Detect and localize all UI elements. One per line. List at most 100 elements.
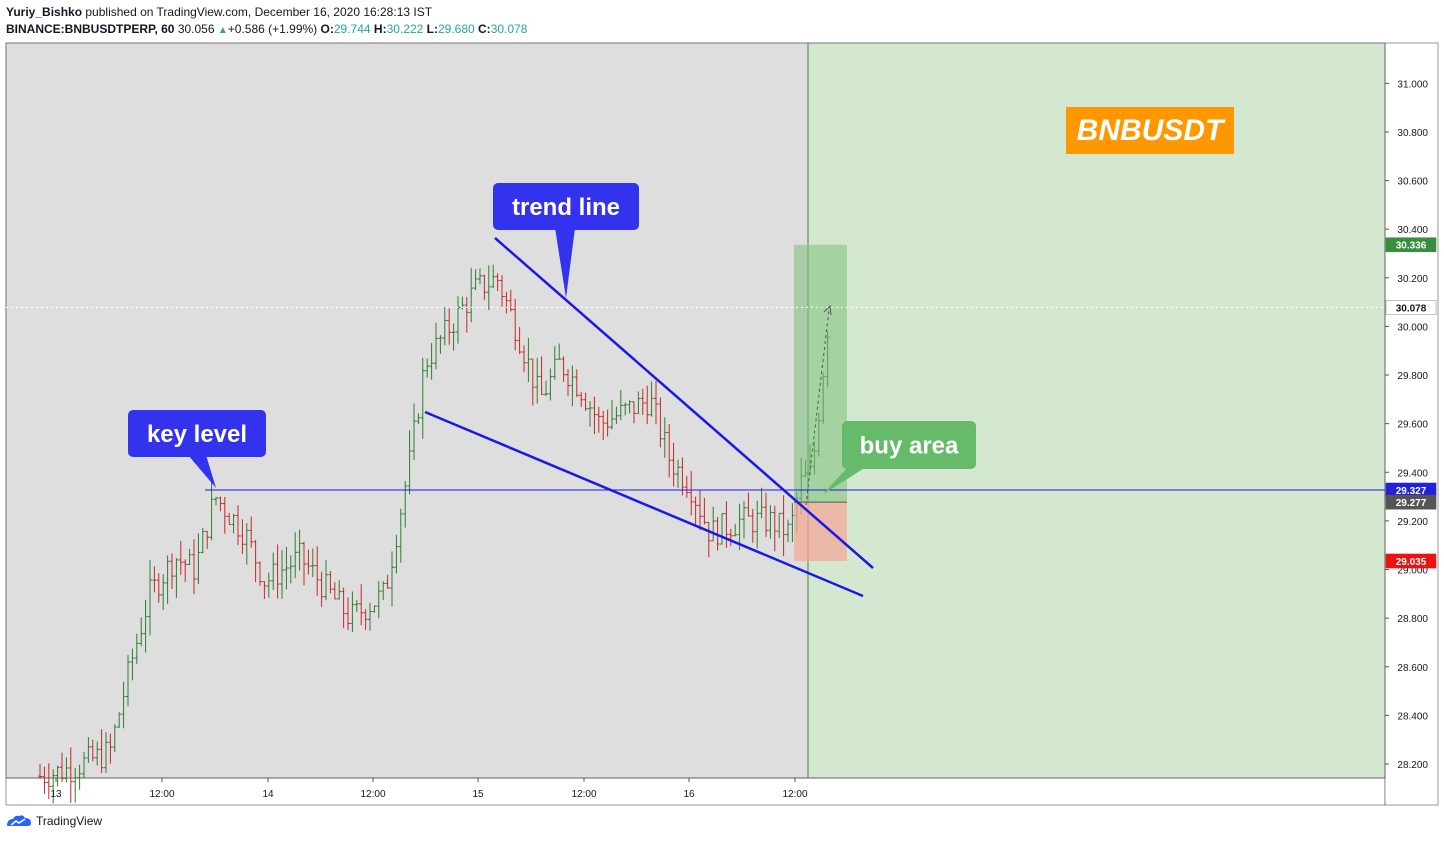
ohlc-bar (187, 548, 192, 565)
ohlc-bar (702, 497, 707, 525)
ohlc-bar (112, 723, 117, 753)
ohlc-bar (90, 739, 95, 762)
ohlc-bar (319, 571, 324, 607)
ohlc-bar (86, 737, 91, 763)
ohlc-bar (341, 587, 346, 628)
low-value: 29.680 (437, 22, 475, 36)
ohlc-bar (222, 497, 227, 534)
ohlc-bar (398, 508, 403, 563)
y-tick-label: 30.400 (1397, 225, 1428, 236)
key-level-label: key level (128, 410, 266, 488)
ohlc-bar (302, 541, 306, 586)
ohlc-bar (324, 560, 328, 601)
last-price: 30.056 (177, 22, 215, 36)
ohlc-bar (306, 549, 311, 575)
ohlc-bar (363, 609, 368, 631)
trend-line-label: trend line (493, 183, 639, 298)
low-label: L: (426, 22, 438, 36)
ohlc-bar (249, 516, 254, 548)
x-tick-label: 13 (50, 789, 62, 800)
published-text: published on TradingView.com, December 1… (85, 5, 433, 19)
author-name[interactable]: Yuriy_Bishko (6, 5, 83, 19)
x-tick-label: 12:00 (360, 789, 385, 800)
ohlc-bar (557, 343, 562, 360)
ohlc-bar (570, 365, 575, 407)
ohlc-bar (772, 505, 777, 552)
ohlc-bar (196, 533, 201, 585)
ohlc-bar (214, 496, 218, 506)
ohlc-bar (654, 380, 658, 425)
open-value: 29.744 (333, 22, 371, 36)
price-label-text: 29.277 (1396, 498, 1427, 509)
ohlc-bar (605, 409, 610, 437)
ohlc-bar (429, 343, 434, 380)
ohlc-bar (473, 269, 478, 290)
ohlc-bar (209, 480, 214, 541)
ohlc-bar (544, 380, 548, 396)
ohlc-bar (275, 544, 280, 599)
ohlc-bar (640, 388, 645, 415)
ohlc-bar (152, 566, 157, 593)
ohlc-bar (165, 555, 170, 604)
ohlc-bar (262, 581, 267, 600)
ohlc-bar (99, 729, 104, 773)
ohlc-bar (632, 401, 636, 424)
ohlc-bar (350, 591, 355, 633)
ohlc-bar (310, 548, 315, 577)
ohlc-bar (689, 471, 694, 516)
stop-zone (794, 502, 847, 562)
price-label-text: 29.035 (1396, 557, 1427, 568)
ohlc-bar (60, 752, 64, 782)
x-tick-label: 15 (472, 789, 484, 800)
ohlc-bar (495, 273, 500, 292)
price-label-box (1385, 300, 1437, 315)
footer-brand[interactable]: TradingView (36, 814, 103, 828)
ohlc-bar (618, 390, 623, 421)
trend-line-upper (494, 237, 874, 569)
symbol-name: BINANCE:BNBUSDTPERP, 60 (6, 22, 175, 36)
ohlc-bar (143, 599, 148, 653)
ohlc-bar (121, 681, 126, 729)
ohlc-bar (711, 506, 716, 542)
ohlc-bar (764, 492, 768, 537)
close-value: 30.078 (490, 22, 528, 36)
ohlc-bar (486, 265, 491, 311)
y-tick-label: 28.800 (1397, 614, 1428, 625)
price-label-box (1385, 553, 1437, 569)
ohlc-bar (178, 540, 183, 576)
ohlc-bar (698, 489, 702, 531)
ohlc-bar (530, 358, 535, 406)
ohlc-bar (464, 296, 469, 333)
projection-arrow-head (823, 304, 832, 316)
future-zone (808, 43, 1385, 778)
ohlc-bar (420, 357, 425, 439)
footer: TradingView (6, 814, 102, 828)
ohlc-bar (200, 527, 205, 554)
ohlc-bar (535, 357, 540, 404)
ohlc-bar (588, 401, 592, 427)
ohlc-bar (416, 413, 421, 425)
ohlc-bar (768, 505, 773, 539)
ohlc-bar (781, 495, 786, 557)
y-tick-label: 30.600 (1397, 177, 1428, 188)
ohlc-bar (288, 555, 293, 584)
y-tick-label: 28.400 (1397, 711, 1428, 722)
ohlc-bar (526, 338, 531, 382)
ohlc-bar (508, 289, 513, 312)
ohlc-bar (42, 766, 47, 794)
ohlc-bar (500, 275, 504, 309)
chart-header: Yuriy_Bishko published on TradingView.co… (6, 4, 527, 39)
up-arrow-icon: ▲ (217, 25, 228, 36)
ohlc-bar (328, 570, 333, 594)
y-tick-label: 31.000 (1397, 79, 1428, 90)
ohlc-bar (240, 519, 245, 555)
ohlc-bar (337, 580, 342, 600)
ohlc-bar (174, 557, 179, 598)
ohlc-bar (451, 323, 456, 351)
price-label: 30.336 (1385, 237, 1437, 253)
time-axis (5, 777, 1386, 806)
high-label: H: (373, 22, 387, 36)
ohlc-bar (258, 561, 262, 586)
ohlc-bar (649, 381, 654, 417)
